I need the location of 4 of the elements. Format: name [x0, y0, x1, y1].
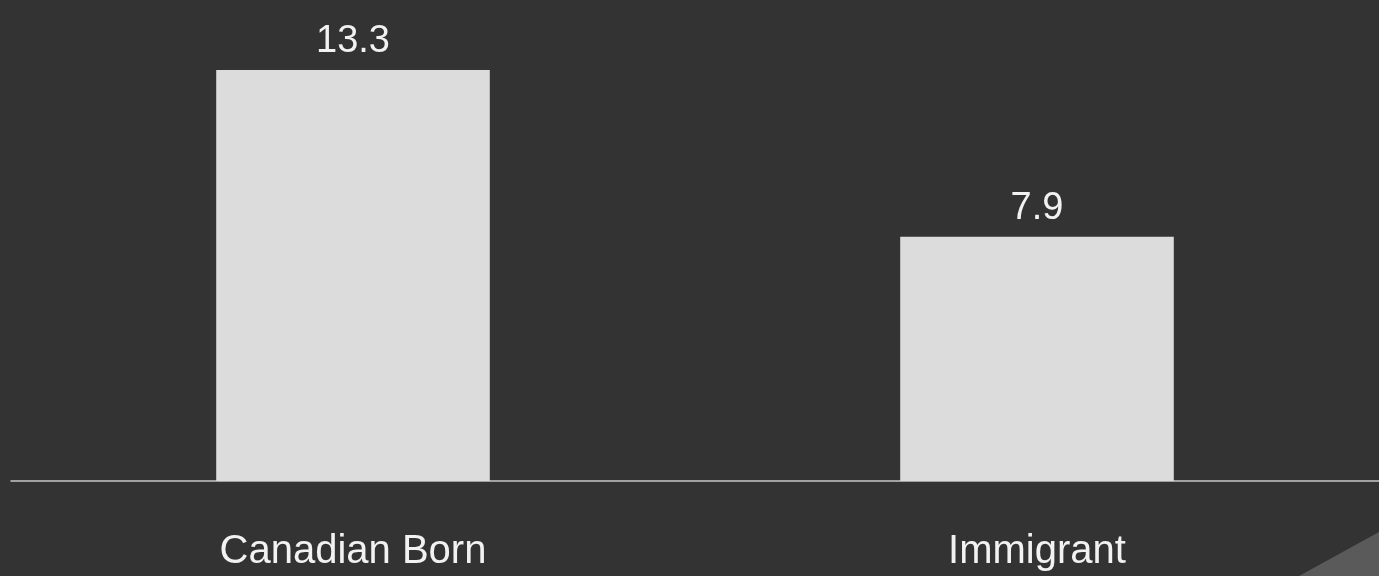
data-label: 13.3	[316, 18, 390, 60]
data-label: 7.9	[1010, 184, 1064, 227]
x-tick-label: Immigrant	[948, 527, 1126, 571]
x-tick-label: Canadian Born	[219, 527, 487, 571]
